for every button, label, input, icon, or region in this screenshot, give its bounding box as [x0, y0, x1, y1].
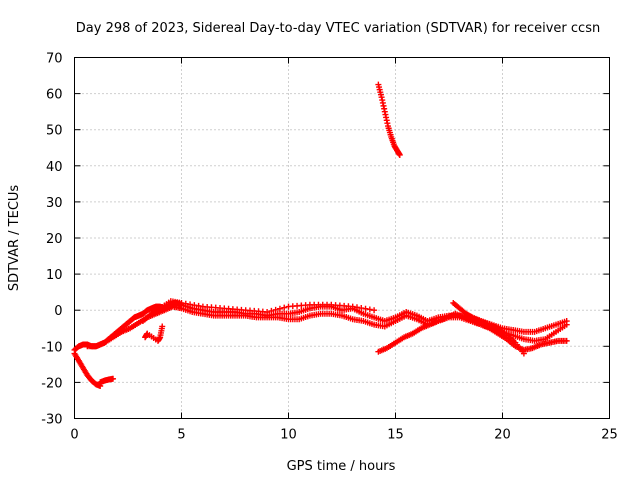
data-point: [159, 323, 166, 330]
y-tick-label: -10: [41, 340, 62, 355]
data-point: [272, 306, 279, 313]
chart-title: Day 298 of 2023, Sidereal Day-to-day VTE…: [76, 21, 600, 36]
data-point: [281, 304, 288, 311]
data-point: [191, 302, 198, 309]
data-point: [520, 350, 527, 357]
data-point: [195, 302, 202, 309]
y-tick-label: 40: [46, 160, 63, 175]
data-point: [182, 300, 189, 307]
data-point: [187, 301, 194, 308]
y-tick-labels: -30 -20 -10 0 10 20 30 40 50 60 70: [41, 52, 62, 428]
data-point: [353, 304, 360, 311]
axis-ticks: [74, 57, 610, 419]
data-point: [366, 306, 373, 313]
grid: [74, 57, 610, 419]
y-tick-label: 60: [46, 88, 63, 103]
x-tick-label: 20: [494, 428, 511, 443]
data-point: [276, 305, 283, 312]
y-tick-label: 0: [54, 304, 62, 319]
data-point: [371, 307, 378, 314]
x-tick-label: 25: [601, 428, 618, 443]
data-point: [349, 303, 356, 310]
data-point: [178, 299, 185, 306]
y-tick-label: 30: [46, 196, 63, 211]
data-point: [268, 307, 275, 314]
x-tick-labels: 0 5 10 15 20 25: [70, 428, 617, 443]
x-tick-label: 10: [280, 428, 297, 443]
data-point: [396, 151, 403, 158]
data-point: [563, 337, 570, 344]
series-isolated-points: [142, 323, 166, 344]
series-high-segment: [375, 81, 403, 158]
data-point: [362, 305, 369, 312]
x-tick-label: 0: [70, 428, 78, 443]
series-early-descending-arc: [71, 350, 104, 390]
series-late-spike-18: [450, 299, 527, 357]
series-early-ascending-arc: [97, 375, 117, 386]
data-marks: [71, 81, 570, 390]
x-axis-label: GPS time / hours: [287, 459, 396, 474]
y-tick-label: -30: [41, 413, 62, 428]
y-axis-label: SDTVAR / TECUs: [7, 185, 22, 292]
y-tick-label: 10: [46, 268, 63, 283]
data-point: [358, 305, 365, 312]
y-tick-label: -20: [41, 376, 62, 391]
series-main-trace-3: [139, 298, 378, 325]
y-tick-label: 20: [46, 232, 63, 247]
data-point: [110, 375, 117, 382]
x-tick-label: 15: [387, 428, 404, 443]
data-point: [264, 309, 271, 316]
y-tick-label: 50: [46, 124, 63, 139]
y-tick-label: 70: [46, 52, 63, 67]
series-late-rising-arc: [375, 310, 570, 355]
data-point: [563, 321, 570, 328]
x-tick-label: 5: [177, 428, 185, 443]
